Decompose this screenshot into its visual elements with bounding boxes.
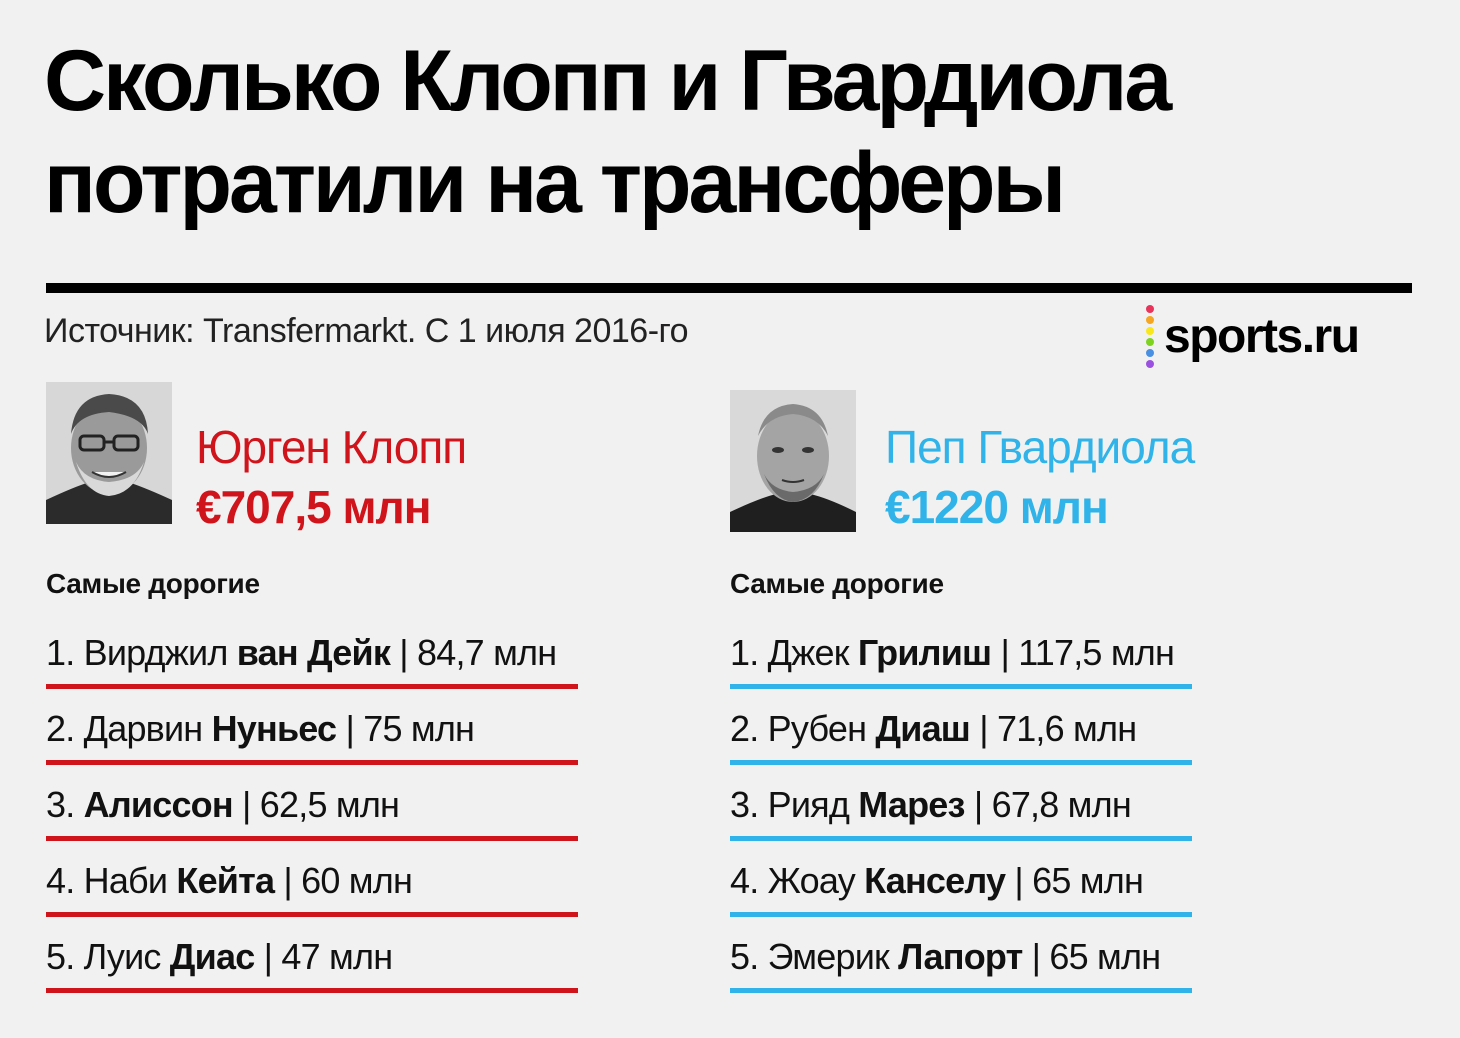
row-underline [46, 760, 578, 765]
player-rank: 2. [46, 708, 75, 749]
player-first-name: Рияд [767, 784, 850, 825]
player-first-name: Вирджил [83, 632, 229, 673]
row-underline [730, 684, 1192, 689]
row-underline [730, 912, 1192, 917]
player-price: 47 млн [281, 936, 393, 977]
player-first-name: Рубен [767, 708, 867, 749]
coach-name: Пеп Гвардиола [885, 421, 1195, 473]
logo-dot [1146, 359, 1154, 368]
player-last-name: Нуньес [211, 708, 337, 749]
player-first-name: Жоау [767, 860, 856, 901]
player-first-name: Дарвин [83, 708, 204, 749]
player-last-name: Грилиш [857, 632, 992, 673]
logo-dot [1146, 337, 1154, 346]
logo-dots-icon [1146, 304, 1154, 368]
player-price: 117,5 млн [1018, 632, 1175, 673]
player-price: 65 млн [1049, 936, 1161, 977]
player-rank: 4. [730, 860, 759, 901]
player-rank: 5. [46, 936, 75, 977]
player-last-name: Канселу [864, 860, 1006, 901]
player-rank: 3. [730, 784, 759, 825]
source-note: Источник: Transfermarkt. С 1 июля 2016-г… [44, 312, 689, 350]
player-rank: 4. [46, 860, 75, 901]
coach-name: Юрген Клопп [196, 421, 467, 473]
player-last-name: ван Дейк [236, 632, 391, 673]
row-underline [46, 684, 578, 689]
logo-dot [1146, 304, 1154, 313]
row-underline [730, 988, 1192, 993]
row-underline [730, 760, 1192, 765]
player-rank: 1. [46, 632, 75, 673]
player-first-name: Эмерик [767, 936, 890, 977]
row-underline [46, 988, 578, 993]
row-underline [730, 836, 1192, 841]
player-rank: 3. [46, 784, 75, 825]
klopp-photo [46, 382, 172, 524]
player-rank: 5. [730, 936, 759, 977]
most-expensive-label: Самые дорогие [730, 568, 944, 599]
player-last-name: Алиссон [83, 784, 234, 825]
player-price: 71,6 млн [996, 708, 1137, 749]
coach-total-spend: €707,5 млн [196, 481, 432, 533]
player-price: 65 млн [1032, 860, 1144, 901]
player-first-name: Наби [83, 860, 168, 901]
coach-total-spend: €1220 млн [885, 481, 1109, 533]
guardiola-photo [730, 390, 856, 532]
player-price: 67,8 млн [991, 784, 1132, 825]
row-underline [46, 836, 578, 841]
logo-text: sports.ru [1164, 309, 1360, 363]
logo-dot [1146, 315, 1154, 324]
player-last-name: Лапорт [898, 936, 1023, 977]
row-underline [46, 912, 578, 917]
player-last-name: Марез [858, 784, 965, 825]
player-last-name: Диаш [875, 708, 970, 749]
player-first-name: Джек [767, 632, 850, 673]
logo-dot [1146, 326, 1154, 335]
player-last-name: Кейта [176, 860, 275, 901]
most-expensive-label: Самые дорогие [46, 568, 260, 599]
player-rank: 1. [730, 632, 759, 673]
player-price: 62,5 млн [259, 784, 400, 825]
sports-ru-logo: sports.ru [1146, 304, 1360, 368]
title-line-1: Сколько Клопп и Гвардиола [44, 33, 1172, 129]
player-price: 75 млн [363, 708, 475, 749]
player-last-name: Диас [169, 936, 255, 977]
logo-dot [1146, 348, 1154, 357]
player-price: 84,7 млн [417, 632, 557, 673]
title-divider [46, 283, 1412, 293]
player-first-name: Луис [83, 936, 162, 977]
title-line-2: потратили на трансферы [44, 135, 1066, 231]
player-price: 60 млн [301, 860, 413, 901]
player-rank: 2. [730, 708, 759, 749]
page-title: Сколько Клопп и Гвардиола потратили на т… [44, 30, 1172, 234]
